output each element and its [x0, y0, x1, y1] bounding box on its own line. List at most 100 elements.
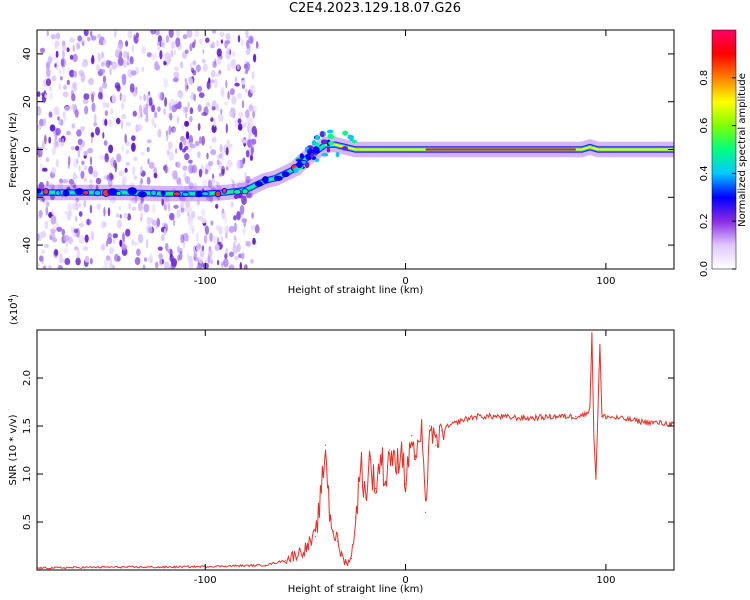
- noise-blob: [53, 140, 56, 150]
- noise-blob: [212, 136, 217, 143]
- chart-title: C2E4.2023.129.18.07.G26: [288, 1, 462, 16]
- noise-blob: [233, 222, 237, 233]
- noise-blob: [129, 83, 135, 93]
- noise-blob: [116, 154, 122, 163]
- noise-blob: [213, 117, 216, 128]
- noise-blob: [180, 196, 187, 202]
- noise-blob: [91, 93, 94, 103]
- noise-blob: [203, 234, 208, 244]
- noise-blob: [210, 70, 216, 78]
- noise-blob: [250, 225, 255, 231]
- noise-blob: [139, 95, 143, 101]
- noise-blob: [236, 159, 241, 170]
- noise-blob: [124, 133, 127, 144]
- noise-blob: [157, 128, 162, 138]
- noise-blob: [164, 164, 168, 174]
- trace-blob: [314, 158, 320, 162]
- noise-blob: [172, 77, 179, 83]
- noise-blob: [143, 93, 146, 102]
- noise-blob: [111, 61, 117, 70]
- snr-point: [435, 444, 437, 446]
- noise-blob: [44, 93, 47, 99]
- noise-blob: [90, 30, 93, 37]
- noise-blob: [228, 111, 232, 117]
- noise-blob: [108, 178, 113, 187]
- noise-blob: [227, 63, 231, 72]
- noise-blob: [112, 233, 119, 239]
- noise-blob: [216, 224, 220, 231]
- snr-point: [360, 463, 363, 465]
- noise-blob: [197, 215, 204, 221]
- noise-blob: [131, 44, 134, 53]
- noise-blob: [101, 221, 106, 229]
- noise-blob: [146, 139, 152, 144]
- noise-blob: [45, 157, 50, 163]
- noise-blob: [42, 167, 48, 172]
- noise-blob: [189, 141, 193, 148]
- noise-blob: [226, 47, 231, 55]
- noise-blob: [137, 112, 140, 122]
- noise-blob: [214, 73, 221, 78]
- noise-blob: [208, 77, 211, 84]
- x-tick-label: 0: [402, 276, 408, 287]
- noise-blob: [122, 232, 125, 242]
- noise-blob: [248, 132, 253, 138]
- noise-blob: [167, 141, 173, 151]
- snr-point: [389, 449, 391, 451]
- noise-blob: [62, 84, 68, 90]
- noise-blob: [88, 179, 94, 184]
- noise-blob: [245, 109, 250, 118]
- noise-blob: [212, 235, 218, 244]
- noise-blob: [218, 225, 223, 235]
- noise-blob: [250, 145, 254, 155]
- noise-blob: [196, 264, 202, 269]
- noise-blob: [74, 109, 79, 118]
- snr-point: [368, 459, 371, 461]
- snr-point: [332, 531, 335, 533]
- noise-blob: [179, 61, 184, 69]
- noise-blob: [121, 113, 127, 120]
- snr-point: [405, 483, 407, 485]
- trace-blob: [37, 188, 42, 194]
- noise-blob: [102, 265, 109, 269]
- noise-blob: [55, 127, 61, 136]
- noise-blob: [144, 257, 147, 262]
- noise-blob: [42, 197, 45, 203]
- noise-blob: [201, 218, 207, 224]
- noise-blob: [37, 146, 40, 156]
- noise-blob: [46, 180, 49, 187]
- snr-point: [264, 564, 266, 566]
- noise-blob: [211, 106, 216, 111]
- noise-blob: [188, 255, 193, 264]
- noise-blob: [246, 39, 250, 50]
- noise-blob: [204, 168, 209, 175]
- noise-blob: [66, 130, 71, 136]
- noise-blob: [168, 125, 172, 135]
- colorbar-tick-label: 0.6: [699, 118, 710, 134]
- noise-blob: [234, 76, 238, 83]
- noise-blob: [243, 264, 248, 269]
- noise-blob: [224, 40, 228, 49]
- noise-blob: [123, 213, 128, 219]
- noise-blob: [103, 140, 108, 146]
- snr-point: [395, 468, 397, 470]
- noise-blob: [236, 64, 240, 70]
- snr-point: [320, 492, 322, 494]
- trace-blob: [82, 189, 90, 196]
- noise-blob: [176, 209, 181, 219]
- trace-blob: [296, 161, 303, 169]
- noise-blob: [184, 120, 190, 127]
- noise-blob: [173, 204, 179, 209]
- trace-blob: [281, 171, 290, 178]
- noise-blob: [206, 80, 212, 90]
- y-tick-label: 20: [22, 95, 33, 108]
- noise-blob: [192, 60, 197, 66]
- noise-blob: [114, 49, 120, 58]
- noise-blob: [131, 142, 136, 152]
- noise-blob: [46, 30, 49, 37]
- noise-blob: [243, 63, 248, 70]
- noise-blob: [89, 204, 93, 214]
- noise-blob: [90, 56, 95, 65]
- noise-blob: [49, 124, 56, 132]
